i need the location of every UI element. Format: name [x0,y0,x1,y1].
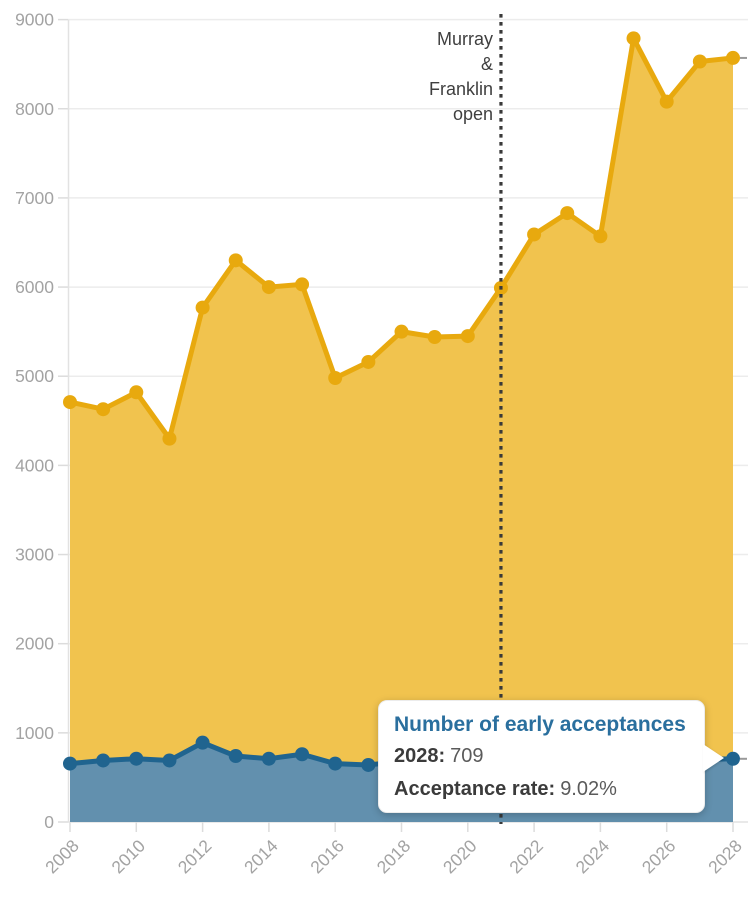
event-annotation: Murray & Franklin open [429,27,493,127]
tooltip-year-label: 2028: [394,745,446,767]
y-tick-label: 9000 [15,10,54,30]
early-acceptances-point[interactable] [96,753,111,768]
early-applications-point[interactable] [394,324,409,339]
early-applications-point[interactable] [460,329,475,344]
early-applications-point[interactable] [261,280,276,295]
early-applications-point[interactable] [195,300,210,315]
y-tick-label: 1000 [15,723,54,743]
annotation-line: Murray [436,29,493,49]
annotation-line: & [480,54,493,74]
early-applications-point[interactable] [560,206,575,221]
y-tick-label: 8000 [15,99,54,119]
x-tick-label: 2028 [704,836,746,878]
early-acceptances-point[interactable] [295,747,310,762]
y-tick-label: 4000 [15,455,54,475]
early-applications-point[interactable] [527,227,542,242]
hover-value-dashes [740,56,747,760]
y-tick-label: 2000 [15,634,54,654]
x-tick-label: 2018 [373,836,415,878]
early-applications-point[interactable] [692,54,707,69]
early-acceptances-point[interactable] [63,756,77,771]
early-acceptances-point[interactable] [361,757,376,772]
annotation-line: open [452,104,493,124]
tooltip-year-value: 709 [450,745,484,767]
tooltip-row-rate: Acceptance rate: 9.02% [394,773,689,806]
early-applications-point[interactable] [626,31,641,46]
early-applications-point[interactable] [659,94,674,109]
x-tick-label: 2020 [439,836,481,878]
early-applications-point[interactable] [162,431,177,446]
series-early-applications [63,31,740,822]
tooltip-arrow-icon [703,744,724,772]
early-applications-area [70,38,733,822]
early-applications-point[interactable] [427,329,442,344]
early-applications-point[interactable] [129,385,144,400]
early-acceptances-point[interactable] [726,751,740,766]
early-applications-point[interactable] [295,277,310,292]
x-tick-label: 2016 [306,836,348,878]
early-applications-point[interactable] [328,371,343,386]
x-tick-label: 2010 [107,836,149,878]
x-tick-label: 2022 [505,836,547,878]
early-acceptances-point[interactable] [129,751,144,766]
early-acceptances-point[interactable] [195,735,210,750]
early-acceptances-point[interactable] [261,751,276,766]
x-tick-label: 2008 [41,836,83,878]
tooltip-row-year: 2028: 709 [394,740,689,773]
tooltip-rate-label: Acceptance rate: [394,778,556,800]
y-tick-label: 7000 [15,188,54,208]
y-tick-label: 0 [44,812,54,832]
early-acceptances-point[interactable] [162,753,177,768]
tooltip-rate-value: 9.02% [560,778,617,800]
early-acceptances-point[interactable] [328,756,343,771]
annotation-line: Franklin [428,79,493,99]
y-tick-label: 6000 [15,277,54,297]
early-applications-point[interactable] [228,253,243,268]
x-tick-label: 2014 [240,836,282,878]
early-acceptances-point[interactable] [228,749,243,764]
tooltip-title: Number of early acceptances [394,713,686,736]
early-applications-point[interactable] [726,50,740,65]
early-applications-point[interactable] [361,354,376,369]
y-tick-label: 3000 [15,545,54,565]
y-axis-labels: 0 1000 2000 3000 4000 5000 6000 7000 8000 9000 [15,10,54,832]
x-tick-label: 2024 [572,836,614,878]
x-axis-labels: 2008 2010 2012 2014 2016 2018 2020 2022 2024 2026… [41,822,746,878]
early-applications-point[interactable] [63,395,77,410]
y-tick-label: 5000 [15,366,54,386]
x-tick-label: 2026 [638,836,680,878]
x-tick-label: 2012 [174,836,216,878]
early-applications-point[interactable] [96,402,111,417]
early-applications-point[interactable] [593,229,608,244]
chart-tooltip: Number of early acceptances 2028: 709 Acc… [378,700,724,813]
